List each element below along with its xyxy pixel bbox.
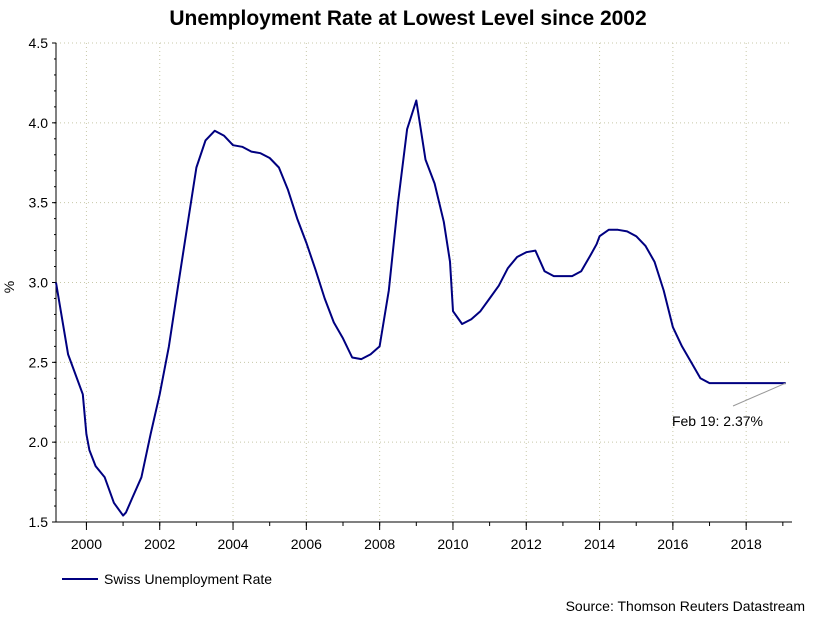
source-note: Source: Thomson Reuters Datastream	[566, 598, 805, 614]
y-tick-label: 2.5	[29, 354, 49, 370]
series-layer	[55, 99, 786, 517]
annotation: Feb 19: 2.37%	[672, 382, 786, 429]
x-tick-label: 2016	[657, 536, 688, 552]
y-axis-ticks: 1.5 2.0 2.5 3.0 3.5 4.0 4.5	[29, 35, 56, 530]
x-tick-label: 2010	[437, 536, 468, 552]
x-tick-label: 2008	[364, 536, 395, 552]
chart-title: Unemployment Rate at Lowest Level since …	[169, 7, 646, 30]
annotation-label: Feb 19: 2.37%	[672, 413, 763, 429]
series-line	[55, 99, 786, 517]
x-tick-label: 2004	[217, 536, 248, 552]
y-tick-label: 1.5	[29, 514, 49, 530]
x-tick-label: 2012	[511, 536, 542, 552]
x-axis-ticks: 2000 2002 2004 2006 2008 2010 2012 2014 2016 2018	[71, 522, 784, 552]
y-tick-label: 3.5	[29, 195, 49, 211]
x-tick-label: 2006	[291, 536, 322, 552]
y-tick-label: 4.0	[29, 115, 49, 131]
x-tick-label: 2018	[731, 536, 762, 552]
x-tick-label: 2014	[584, 536, 615, 552]
y-tick-label: 4.5	[29, 35, 49, 51]
legend-label: Swiss Unemployment Rate	[104, 571, 272, 587]
y-tick-label: 3.0	[29, 275, 49, 291]
y-axis-label: %	[1, 281, 17, 293]
y-tick-label: 2.0	[29, 434, 49, 450]
annotation-leader-line	[732, 382, 786, 407]
x-tick-label: 2002	[144, 536, 175, 552]
grid	[56, 42, 792, 523]
x-tick-label: 2000	[71, 536, 102, 552]
legend: Swiss Unemployment Rate	[62, 571, 272, 587]
